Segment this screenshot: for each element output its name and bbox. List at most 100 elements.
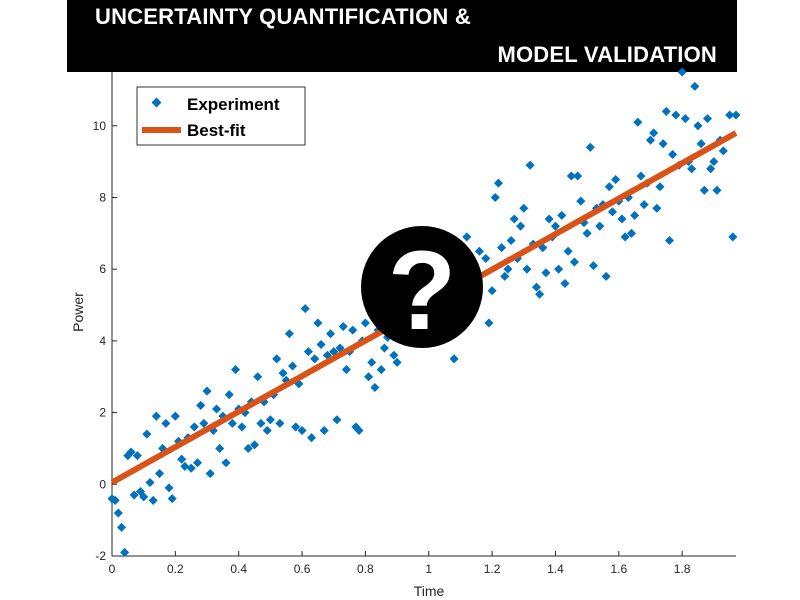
experiment-point [313, 318, 323, 328]
experiment-point [560, 279, 570, 289]
experiment-point [348, 325, 358, 335]
experiment-point [275, 418, 285, 428]
experiment-point [364, 372, 374, 382]
experiment-point [493, 178, 503, 188]
experiment-point [120, 547, 130, 557]
experiment-point [231, 365, 241, 375]
experiment-point [693, 121, 703, 131]
experiment-point [506, 235, 516, 246]
experiment-point [376, 365, 386, 375]
experiment-point [370, 382, 380, 393]
experiment-point [142, 429, 152, 439]
experiment-point [224, 390, 234, 400]
experiment-point [601, 271, 611, 281]
experiment-point [338, 322, 348, 332]
experiment-point [332, 415, 342, 425]
experiment-point [300, 304, 310, 314]
experiment-point [497, 243, 507, 253]
question-circle [361, 226, 483, 348]
axes: 0 0.2 0.4 0.6 0.8 1 1.2 1.4 1.6 1.8-20246810TimeP… [70, 72, 736, 599]
experiment-point [116, 522, 127, 532]
experiment-point [630, 210, 640, 220]
experiment-point [617, 214, 627, 224]
experiment-point [215, 443, 225, 453]
experiment-point [702, 114, 713, 124]
experiment-point [253, 372, 263, 382]
experiment-point [189, 422, 199, 432]
experiment-point [167, 494, 177, 504]
experiment-point [557, 210, 567, 220]
experiment-point [288, 361, 298, 371]
experiment-point [573, 171, 583, 181]
experiment-point [611, 175, 621, 185]
experiment-point [272, 354, 282, 364]
experiment-point [170, 411, 180, 421]
experiment-point [690, 81, 700, 91]
experiment-point [367, 357, 377, 367]
experiment-point [490, 192, 500, 203]
experiment-point [202, 386, 212, 396]
x-tick-label: 0.6 [294, 562, 311, 576]
experiment-point [677, 67, 687, 77]
experiment-point [484, 318, 494, 328]
y-tick-label: 0 [99, 477, 106, 491]
experiment-point [151, 411, 161, 421]
experiment-point [718, 146, 728, 156]
experiment-point [177, 454, 187, 464]
experiment-point [481, 253, 491, 263]
experiment-point [256, 418, 266, 428]
experiment-point [696, 139, 706, 149]
x-tick-label: 0.8 [357, 562, 374, 576]
experiment-point [212, 404, 222, 414]
experiment-point [576, 196, 586, 206]
experiment-point [516, 221, 526, 231]
experiment-point [110, 495, 120, 505]
experiment-point [221, 458, 231, 468]
experiment-point [161, 418, 171, 428]
experiment-point [655, 182, 665, 192]
experiment-point [205, 469, 215, 479]
experiment-point [164, 483, 174, 493]
experiment-point [487, 286, 497, 296]
experiment-point [449, 354, 459, 364]
experiment-point [544, 214, 554, 224]
question-overlay: ? [361, 226, 483, 353]
experiment-point [731, 110, 741, 120]
y-tick-label: 10 [93, 119, 107, 133]
experiment-point [145, 477, 155, 488]
y-tick-label: 8 [99, 190, 106, 204]
x-tick-label: 0.2 [167, 562, 184, 576]
experiment-point [129, 490, 139, 500]
legend: Experiment Best-fit [136, 86, 306, 146]
experiment-point [639, 200, 649, 210]
experiment-point [192, 458, 203, 468]
experiment-point [307, 433, 317, 443]
experiment-point [554, 264, 564, 274]
experiment-point [519, 203, 529, 213]
experiment-point [582, 228, 592, 238]
experiment-point [709, 157, 719, 167]
experiment-point [588, 261, 598, 271]
experiment-point [563, 246, 573, 256]
y-tick-label: 4 [99, 334, 106, 348]
experiment-point [284, 329, 294, 339]
x-tick-label: 0 [109, 562, 116, 576]
experiment-point [474, 246, 484, 256]
experiment-point [303, 347, 313, 357]
x-tick-label: 1.4 [547, 562, 564, 576]
experiment-point [199, 418, 209, 428]
experiment-point [148, 495, 158, 505]
experiment-point [326, 329, 336, 339]
experiment-point [316, 339, 326, 349]
experiment-point [668, 149, 678, 159]
experiment-point [341, 365, 351, 375]
experiment-point [541, 268, 551, 278]
experiment-point [319, 425, 329, 436]
experiment-point [250, 440, 260, 450]
experiment-point [636, 171, 646, 181]
experiment-point [585, 142, 595, 152]
experiment-point [509, 214, 519, 224]
experiment-point [607, 207, 617, 217]
experiment-point [227, 418, 237, 428]
x-tick-label: 1.2 [484, 562, 501, 576]
